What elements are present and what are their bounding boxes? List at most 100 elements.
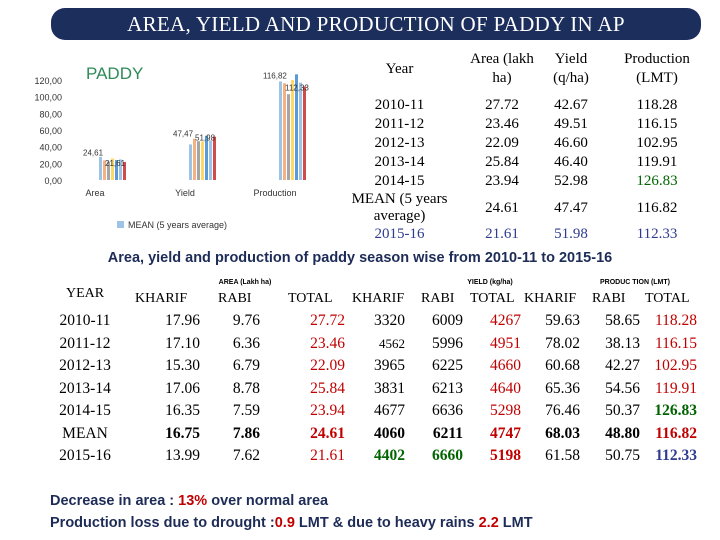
y-tick-label: 0,00 [44, 176, 62, 186]
note-text: Decrease in area : [50, 493, 179, 509]
prod-kharif-cell: 59.63 [545, 312, 580, 329]
production-column: Production (LMT) 118.28 116.15 102.95 11… [612, 50, 702, 244]
yield-rabi-cell: 6636 [432, 402, 463, 419]
data-label: 21,61 [105, 159, 126, 168]
col-area-kharif: 17.96 17.10 15.30 17.06 16.35 16.75 13.9… [150, 310, 200, 468]
area-cell: 27.72 [485, 97, 519, 113]
prod-kharif-cell: 68.03 [545, 424, 580, 442]
year-cell: 2012-13 [59, 357, 111, 374]
bar [283, 83, 286, 180]
year-cell: 2013-14 [59, 379, 111, 397]
year-cell: 2013-14 [374, 154, 425, 170]
header-year: Year [385, 61, 414, 77]
year-cell: 2014-15 [374, 173, 425, 189]
yield-rabi-cell: 6211 [432, 424, 463, 442]
year-cell: 2011-12 [59, 334, 111, 352]
prod-total-cell: 119.91 [654, 379, 697, 397]
prod-total-cell: 112.33 [655, 447, 697, 464]
area-total-cell: 21.61 [310, 447, 345, 464]
data-label: 116,82 [263, 72, 287, 81]
data-label: 112,33 [285, 83, 309, 92]
bar [299, 82, 302, 180]
note-value: 13% [178, 493, 208, 509]
yield-kharif-cell: 4402 [374, 447, 405, 464]
prod-total-cell: 126.83 [654, 402, 697, 419]
year-cell-mean: MEAN (5 years average) [351, 191, 448, 224]
header-yield: Yield (q/ha) [553, 51, 589, 86]
yield-kharif-cell: 3831 [374, 379, 405, 397]
col-area-rabi: 9.76 6.36 6.79 8.78 7.59 7.86 7.62 [210, 310, 260, 468]
bar [209, 140, 212, 180]
y-tick-label: 60,00 [39, 126, 62, 136]
yield-kharif-cell: 4562 [379, 335, 405, 351]
area-kharif-cell: 17.10 [165, 334, 200, 352]
bar [115, 160, 118, 180]
x-tick-label: Yield [175, 188, 195, 198]
year-cell: 2014-15 [59, 402, 111, 419]
header-production: Production (LMT) [624, 51, 690, 86]
bar [99, 156, 102, 180]
area-rabi-cell: 9.76 [232, 312, 260, 329]
header-prod-kharif: KHARIF [524, 291, 577, 306]
yield-rabi-cell: 5996 [432, 334, 463, 352]
bar [189, 144, 192, 180]
data-label: 51,98 [195, 134, 216, 143]
area-rabi-cell: 7.59 [232, 402, 260, 419]
area-total-cell: 23.46 [310, 334, 345, 352]
prod-rabi-cell: 50.75 [605, 447, 640, 464]
bar [303, 86, 306, 180]
header-area-rabi: RABI [218, 291, 252, 306]
note-value: 0.9 [274, 515, 295, 531]
bar [107, 161, 110, 180]
col-prod-kharif: 59.63 78.02 60.68 65.36 76.46 68.03 61.5… [530, 310, 580, 468]
prod-rabi-cell: 48.80 [605, 424, 640, 442]
yield-kharif-cell: 4060 [374, 424, 405, 442]
area-rabi-cell: 6.79 [232, 357, 260, 374]
bar [205, 135, 208, 180]
data-label: 24,61 [83, 148, 104, 157]
x-tick-label: Area [85, 188, 104, 198]
col-yield-total: 4267 4951 4660 4640 5298 4747 5198 [476, 310, 521, 468]
col-yield-kharif: 3320 4562 3965 3831 4677 4060 4402 [360, 310, 405, 468]
production-cell: 119.91 [636, 154, 678, 170]
year-cell: MEAN [62, 424, 108, 442]
note-text: LMT & due to heavy rains [294, 515, 479, 531]
area-cell: 23.94 [485, 173, 519, 189]
bar [287, 94, 290, 180]
header-year: YEAR [66, 286, 105, 301]
page-title: AREA, YIELD AND PRODUCTION OF PADDY IN A… [51, 8, 701, 40]
area-rabi-cell: 6.36 [232, 334, 260, 352]
group-production: PRODUC TION (LMT) [600, 279, 670, 286]
yield-total-cell: 4267 [490, 312, 521, 329]
area-cell: 22.09 [485, 135, 519, 151]
col-prod-rabi: 58.65 38.13 42.27 54.56 50.37 48.80 50.7… [590, 310, 640, 468]
y-tick-label: 40,00 [39, 143, 62, 153]
yield-kharif-cell: 3965 [374, 357, 405, 374]
area-kharif-cell: 16.35 [165, 402, 200, 419]
bar-series [99, 74, 306, 180]
prod-kharif-cell: 60.68 [545, 357, 580, 374]
area-total-cell: 24.61 [310, 424, 345, 442]
bar [103, 160, 106, 180]
yield-rabi-cell: 6225 [432, 357, 463, 374]
yield-column: Yield (q/ha) 42.67 49.51 46.60 46.40 52.… [540, 50, 602, 244]
header-yield-kharif: KHARIF [352, 291, 405, 306]
x-tick-label: Production [253, 188, 296, 198]
area-kharif-cell: 15.30 [165, 357, 200, 374]
year-cell: 2010-11 [59, 312, 111, 329]
group-area: AREA (Lakh ha) [218, 279, 272, 286]
y-tick-label: 120,00 [34, 76, 62, 86]
prod-rabi-cell: 58.65 [605, 312, 640, 329]
note-text: Production loss due to drought : [50, 515, 275, 531]
header-area-total: TOTAL [288, 291, 333, 306]
yield-total-cell: 4951 [490, 334, 521, 352]
prod-kharif-cell: 61.58 [545, 447, 580, 464]
yield-total-cell: 5198 [490, 447, 521, 464]
area-total-cell: 27.72 [310, 312, 345, 329]
year-cell: 2011-12 [374, 116, 425, 132]
chart-legend: MEAN (5 years average) [117, 220, 227, 230]
bar [111, 158, 114, 180]
yield-kharif-cell: 3320 [374, 312, 405, 329]
area-rabi-cell: 8.78 [232, 379, 260, 397]
legend-swatch [117, 221, 124, 228]
